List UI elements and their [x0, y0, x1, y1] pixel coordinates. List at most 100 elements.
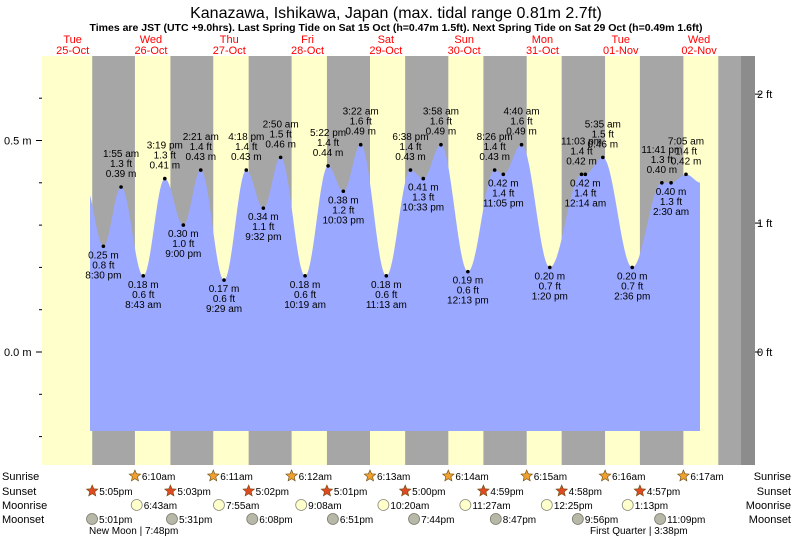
- moonrise-icon: [213, 499, 225, 511]
- low-tide-marker: [101, 244, 106, 249]
- right-axis-tick-label: 0 ft: [757, 347, 772, 359]
- high-tide-time: 3:58 am: [423, 107, 459, 118]
- date-label: 27-Oct: [213, 45, 246, 57]
- right-axis-tick-label: 2 ft: [757, 89, 772, 101]
- axes: 0.5 m 0.0 m 2 ft 1 ft 0 ft: [4, 89, 772, 438]
- date-label: 29-Oct: [369, 45, 402, 57]
- row-label-left: Moonrise: [2, 500, 47, 512]
- low-tide-height-m: 0.17 m: [209, 284, 240, 295]
- moonset-icon: [246, 513, 259, 525]
- high-tide-height-ft: 1.5 ft: [592, 129, 614, 140]
- high-tide-marker: [519, 142, 524, 147]
- sunrise-icon: [520, 469, 534, 482]
- moonset-time: 5:01pm: [99, 515, 132, 526]
- moonrise-icon: [459, 499, 472, 511]
- low-tide-height-ft: 1.0 ft: [172, 239, 194, 250]
- moonset-icon: [571, 513, 584, 525]
- high-tide-height-m: 0.43 m: [231, 152, 262, 163]
- low-tide-height-m: 0.40 m: [656, 187, 687, 198]
- moonrise-icon: [295, 499, 308, 511]
- sunrise-icon: [206, 469, 220, 482]
- high-tide-time: 1:55 am: [103, 149, 139, 160]
- low-tide-height-ft: 0.6 ft: [294, 290, 316, 301]
- low-tide-height-ft: 0.8 ft: [92, 260, 114, 271]
- high-tide-height-m: 0.44 m: [313, 148, 344, 159]
- high-tide-marker: [162, 176, 167, 181]
- high-tide-time: 3:19 pm: [147, 141, 183, 152]
- moonrise-icon: [621, 499, 634, 511]
- low-tide-marker: [421, 176, 426, 181]
- moonset-time: 8:47pm: [503, 515, 536, 526]
- high-tide-height-ft: 1.4 ft: [235, 142, 257, 153]
- low-tide-height-m: 0.25 m: [88, 250, 119, 261]
- low-tide-height-m: 0.30 m: [168, 229, 199, 240]
- moonrise-time: 10:20am: [390, 501, 429, 512]
- low-tide-time: 8:43 am: [125, 300, 161, 311]
- low-tide-height-ft: 0.6 ft: [132, 290, 154, 301]
- low-tide-height-m: 0.38 m: [328, 195, 359, 206]
- high-tide-height-m: 0.42 m: [566, 156, 597, 167]
- low-tide-height-m: 0.41 m: [408, 183, 439, 194]
- high-tide-height-ft: 1.6 ft: [350, 117, 372, 128]
- sunrise-time: 6:14am: [455, 472, 488, 483]
- moonset-icon: [166, 513, 178, 525]
- low-tide-height-m: 0.20 m: [535, 271, 566, 282]
- sunset-icon: [555, 484, 569, 497]
- high-tide-marker: [326, 164, 330, 168]
- moonrise-time: 9:08am: [308, 501, 341, 512]
- moonrise-time: 12:25pm: [554, 501, 593, 512]
- low-tide-marker: [547, 265, 552, 270]
- day-of-week-label: Sun: [454, 34, 474, 46]
- day-of-week-label: Thu: [220, 34, 239, 46]
- high-tide-height-ft: 1.3 ft: [110, 159, 132, 170]
- low-tide-time: 9:32 pm: [245, 232, 281, 243]
- sun-moon-table: Sunrise Sunrise Sunset Sunset Moonrise Moonri…: [2, 469, 791, 537]
- sunset-icon: [320, 484, 334, 497]
- moonset-time: 6:08pm: [259, 515, 292, 526]
- high-tide-marker: [358, 142, 363, 147]
- low-tide-time: 12:14 am: [564, 198, 606, 209]
- low-tide-marker: [181, 223, 186, 227]
- sunrise-time: 6:16am: [612, 472, 645, 483]
- sunset-time: 5:03pm: [177, 487, 210, 498]
- low-tide-height-m: 0.20 m: [617, 271, 648, 282]
- sunrise-time: 6:15am: [534, 472, 567, 483]
- high-tide-height-ft: 1.4 ft: [484, 142, 506, 153]
- low-tide-marker: [384, 274, 389, 278]
- sunset-time: 5:02pm: [256, 487, 289, 498]
- high-tide-height-m: 0.49 m: [506, 127, 537, 138]
- high-tide-height-m: 0.39 m: [106, 169, 137, 180]
- sunset-time: 5:00pm: [412, 487, 445, 498]
- sunrise-icon: [363, 469, 377, 482]
- sunset-time: 5:05pm: [99, 487, 132, 498]
- date-label: 31-Oct: [526, 45, 559, 57]
- high-tide-height-ft: 1.5 ft: [270, 129, 292, 140]
- high-tide-time: 4:18 pm: [228, 132, 264, 143]
- sunrise-time: 6:13am: [377, 472, 410, 483]
- high-tide-marker: [684, 172, 688, 177]
- high-tide-time: 11:03 pm: [561, 136, 602, 147]
- low-tide-height-ft: 1.1 ft: [252, 222, 274, 233]
- low-tide-time: 10:19 am: [284, 300, 326, 311]
- moonset-icon: [408, 513, 420, 525]
- day-of-week-label: Sat: [378, 34, 395, 46]
- tide-labels: 0.25 m0.8 ft8:30 pm1:55 am1.3 ft0.39 m0.…: [85, 107, 704, 315]
- day-of-week-label: Wed: [688, 34, 710, 46]
- day-headers: Tue25-OctWed26-OctThu27-OctFri28-OctSat2…: [56, 34, 717, 57]
- moonrise-time: 6:43am: [144, 501, 177, 512]
- low-tide-height-ft: 1.3 ft: [412, 193, 434, 204]
- high-tide-marker: [439, 142, 443, 147]
- date-label: 01-Nov: [603, 45, 639, 57]
- row-label-right: Sunrise: [754, 471, 791, 483]
- high-tide-height-ft: 1.6 ft: [510, 117, 532, 128]
- left-axis-tick-label: 0.0 m: [4, 347, 32, 359]
- moonset-time: 7:44pm: [421, 515, 454, 526]
- moon-phase-first-quarter: First Quarter | 3:38pm: [590, 526, 688, 537]
- row-label-left: Moonset: [2, 514, 44, 526]
- low-tide-time: 9:00 pm: [165, 249, 201, 260]
- date-label: 25-Oct: [56, 45, 89, 57]
- night-band: [718, 56, 741, 465]
- high-tide-marker: [579, 172, 584, 177]
- high-tide-time: 6:38 pm: [392, 132, 428, 143]
- sunset-time: 5:01pm: [334, 487, 367, 498]
